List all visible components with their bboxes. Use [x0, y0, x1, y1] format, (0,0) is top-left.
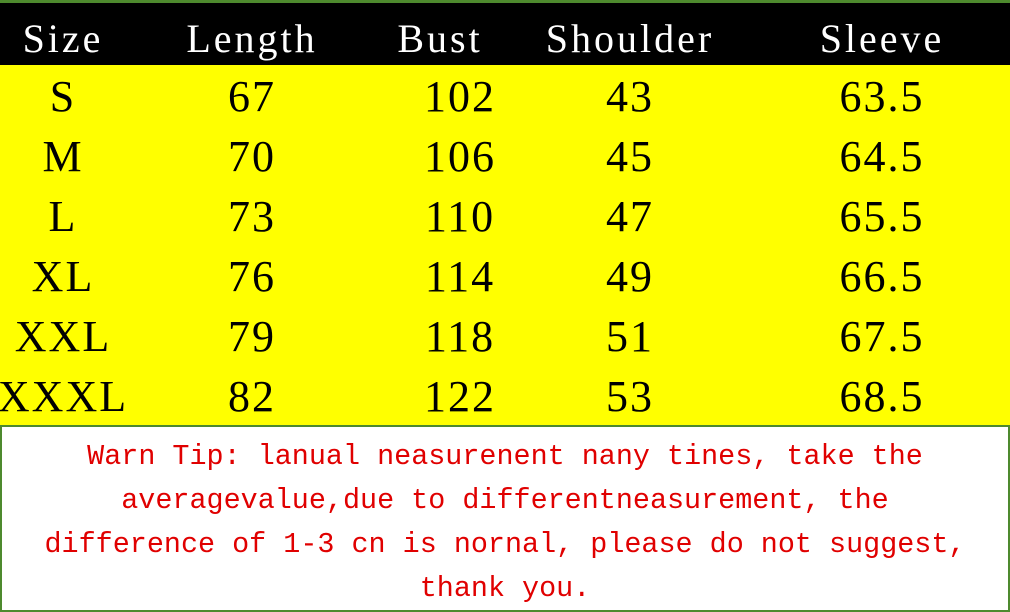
header-shoulder: Shoulder — [545, 16, 715, 61]
cell-length: 70 — [228, 132, 276, 181]
table-row: S 67 102 43 63.5 — [0, 65, 1010, 125]
table-row: XXL 79 118 51 67.5 — [0, 305, 1010, 365]
top-border — [0, 0, 1010, 3]
table-header: Size Length Bust Shoulder Sleeve — [0, 3, 1010, 65]
cell-length: 67 — [228, 72, 276, 121]
table-row: M 70 106 45 64.5 — [0, 125, 1010, 185]
cell-sleeve: 63.5 — [839, 72, 925, 121]
warning-line: thank you. — [419, 572, 591, 605]
cell-size: M — [42, 132, 84, 181]
cell-size: XXL — [14, 312, 112, 361]
cell-shoulder: 43 — [606, 72, 654, 121]
cell-length: 73 — [228, 192, 276, 241]
table-row: XL 76 114 49 66.5 — [0, 245, 1010, 305]
cell-sleeve: 67.5 — [839, 312, 925, 361]
cell-length: 76 — [228, 252, 276, 301]
table-row: XXXL 82 122 53 68.5 — [0, 365, 1010, 425]
cell-bust: 118 — [424, 312, 496, 361]
cell-bust: 114 — [424, 252, 496, 301]
header-sleeve: Sleeve — [819, 16, 945, 61]
warning-line: averagevalue,due to differentneasurement… — [121, 484, 889, 517]
cell-shoulder: 51 — [606, 312, 654, 361]
cell-length: 82 — [228, 372, 276, 421]
warning-note: Warn Tip: lanual neasurenent nany tines,… — [0, 425, 1010, 612]
cell-sleeve: 68.5 — [839, 372, 925, 421]
cell-shoulder: 45 — [606, 132, 654, 181]
cell-size: S — [49, 72, 77, 121]
header-size: Size — [22, 16, 104, 61]
header-bust: Bust — [397, 16, 483, 61]
warning-text: Warn Tip: lanual neasurenent nany tines,… — [12, 435, 998, 611]
cell-bust: 122 — [424, 372, 496, 421]
cell-size: XL — [31, 252, 95, 301]
cell-length: 79 — [228, 312, 276, 361]
cell-shoulder: 53 — [606, 372, 654, 421]
table-body: S 67 102 43 63.5 M 70 106 45 64.5 L 73 110 47 65.5 XL 76… — [0, 65, 1010, 425]
cell-bust: 110 — [424, 192, 496, 241]
cell-bust: 106 — [424, 132, 496, 181]
cell-sleeve: 65.5 — [839, 192, 925, 241]
warning-line: Warn Tip: lanual neasurenent nany tines,… — [87, 440, 923, 473]
cell-shoulder: 47 — [606, 192, 654, 241]
cell-size: XXXL — [0, 372, 129, 421]
cell-sleeve: 64.5 — [839, 132, 925, 181]
header-length: Length — [186, 16, 318, 61]
cell-size: L — [48, 192, 78, 241]
warning-line: difference of 1-3 cn is nornal, please d… — [44, 528, 966, 561]
cell-bust: 102 — [424, 72, 496, 121]
cell-sleeve: 66.5 — [839, 252, 925, 301]
table-row: L 73 110 47 65.5 — [0, 185, 1010, 245]
cell-shoulder: 49 — [606, 252, 654, 301]
